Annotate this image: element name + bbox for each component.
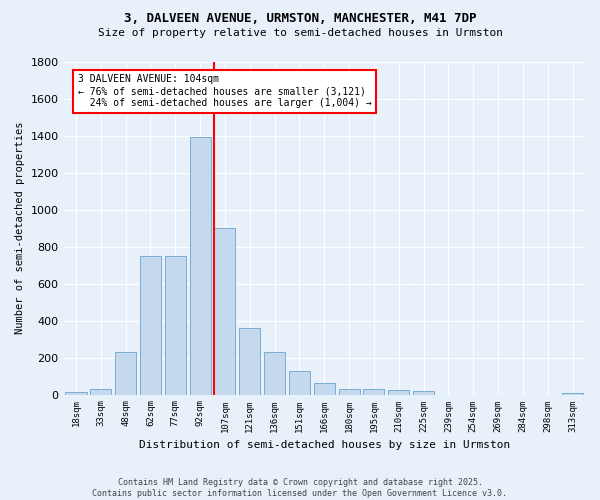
X-axis label: Distribution of semi-detached houses by size in Urmston: Distribution of semi-detached houses by … [139,440,510,450]
Bar [190,138,211,394]
Bar [115,352,136,395]
Bar [140,256,161,394]
Bar [239,328,260,394]
Bar [413,391,434,394]
Y-axis label: Number of semi-detached properties: Number of semi-detached properties [15,122,25,334]
Bar [388,390,409,394]
Text: 3, DALVEEN AVENUE, URMSTON, MANCHESTER, M41 7DP: 3, DALVEEN AVENUE, URMSTON, MANCHESTER, … [124,12,476,26]
Text: Contains HM Land Registry data © Crown copyright and database right 2025.
Contai: Contains HM Land Registry data © Crown c… [92,478,508,498]
Bar [364,389,385,394]
Bar [289,370,310,394]
Bar [338,389,359,394]
Bar [562,392,583,394]
Bar [264,352,285,395]
Text: 3 DALVEEN AVENUE: 104sqm
← 76% of semi-detached houses are smaller (3,121)
  24%: 3 DALVEEN AVENUE: 104sqm ← 76% of semi-d… [78,74,371,108]
Text: Size of property relative to semi-detached houses in Urmston: Size of property relative to semi-detach… [97,28,503,38]
Bar [65,392,86,394]
Bar [314,384,335,394]
Bar [165,256,186,394]
Bar [90,389,112,394]
Bar [214,228,235,394]
